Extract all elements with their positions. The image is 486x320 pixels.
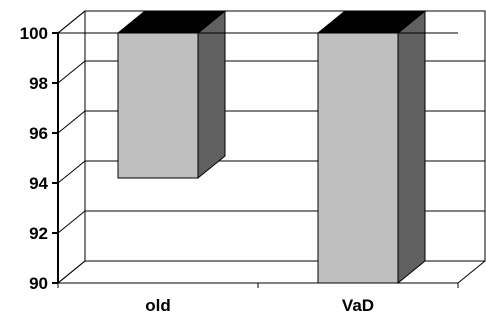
gridline-side-94 <box>57 160 86 184</box>
gridline-side-96 <box>57 110 86 134</box>
gridline-side-90 <box>57 260 86 284</box>
gridline-side-98 <box>57 60 86 84</box>
bar-old <box>116 9 227 180</box>
bar-VaD <box>316 9 427 285</box>
labels: 90 92 94 96 98 100 old VaD <box>20 24 374 315</box>
axes <box>52 32 459 288</box>
gridline-side-100 <box>57 10 86 34</box>
y-tick-label-100: 100 <box>20 24 48 43</box>
bar-front-VaD <box>317 32 399 284</box>
bar-front-old <box>117 32 199 179</box>
bars <box>116 9 427 285</box>
y-tick-label-90: 90 <box>29 274 48 293</box>
y-tick-label-94: 94 <box>29 174 48 193</box>
y-tick-label-98: 98 <box>29 74 48 93</box>
gridline-side-92 <box>57 210 86 234</box>
bar-side-VaD <box>397 9 426 285</box>
y-tick-label-96: 96 <box>29 124 48 143</box>
floor-right-edge <box>457 260 486 284</box>
category-label-old: old <box>145 296 171 315</box>
bar-side-old <box>197 9 226 180</box>
y-tick-label-92: 92 <box>29 224 48 243</box>
category-label-VaD: VaD <box>342 296 374 315</box>
